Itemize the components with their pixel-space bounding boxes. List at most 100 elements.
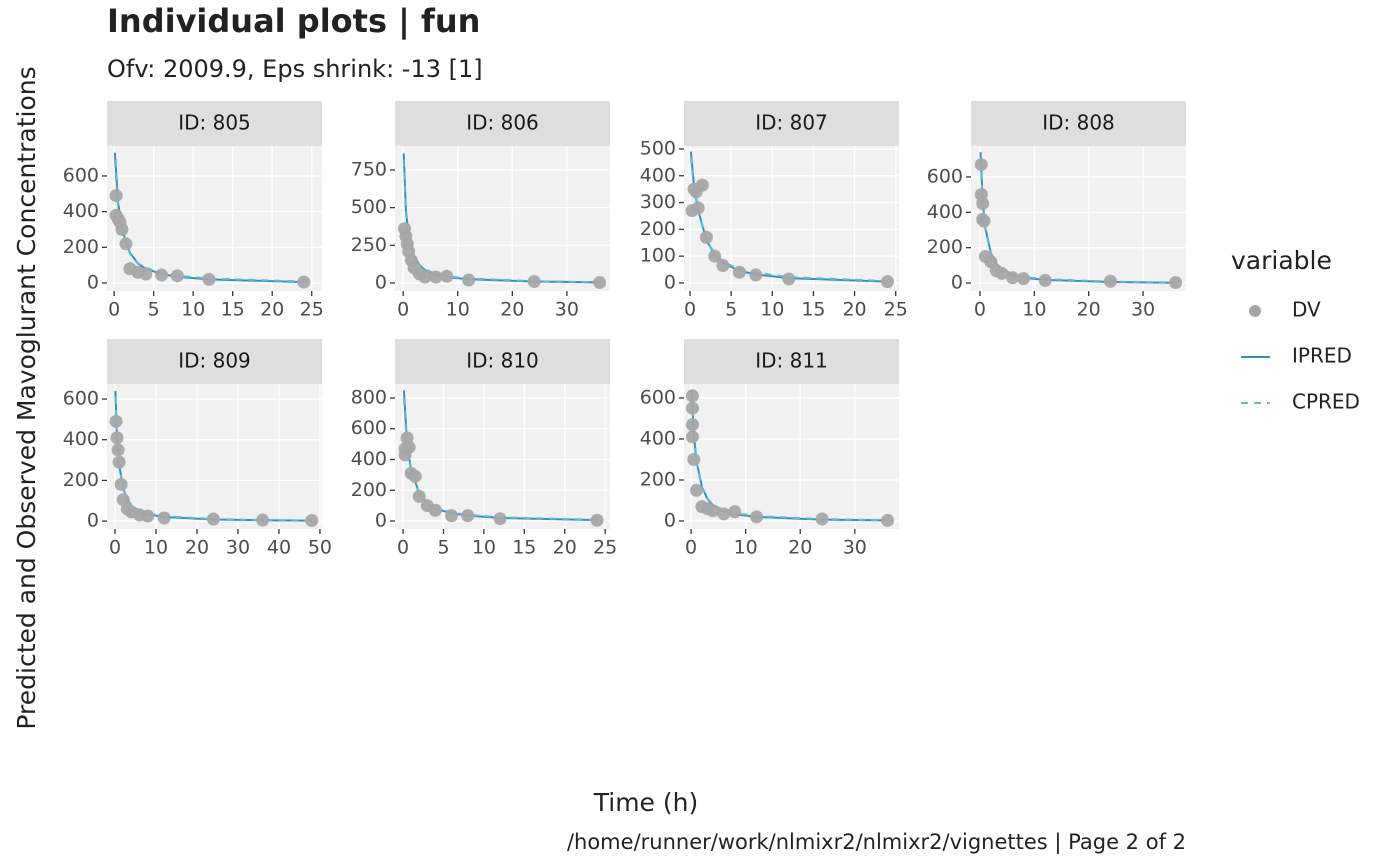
- dv-point: [440, 269, 454, 283]
- x-tick-label: 10: [181, 299, 205, 321]
- dv-point: [115, 222, 129, 236]
- dv-point: [708, 249, 722, 263]
- x-tick-label: 30: [555, 299, 579, 321]
- x-tick-label: 0: [974, 299, 986, 321]
- panel: [971, 146, 1186, 291]
- dv-point: [1006, 271, 1020, 285]
- y-tick-label: 200: [351, 479, 387, 501]
- dv-point: [716, 259, 730, 273]
- dv-point: [141, 509, 155, 523]
- dv-point: [815, 512, 829, 526]
- y-tick-label: 400: [63, 428, 99, 450]
- dv-point: [685, 418, 699, 432]
- dv-point: [728, 505, 742, 519]
- y-tick-label: 200: [927, 236, 963, 258]
- strip: [395, 339, 610, 384]
- dv-point: [462, 273, 476, 287]
- dv-point: [976, 196, 990, 210]
- dv-point: [112, 455, 126, 469]
- dv-point: [699, 230, 713, 244]
- panel: [107, 384, 322, 529]
- y-tick-label: 200: [63, 469, 99, 491]
- y-tick-label: 500: [351, 196, 387, 218]
- y-tick-label: 300: [640, 191, 676, 213]
- x-tick-label: 10: [472, 537, 496, 559]
- strip: [107, 101, 322, 146]
- dv-point: [1169, 276, 1183, 290]
- y-tick-label: 0: [664, 510, 676, 532]
- dv-point: [408, 469, 422, 483]
- dv-point: [119, 237, 133, 251]
- x-tick-label: 40: [267, 537, 291, 559]
- x-tick-label: 20: [185, 537, 209, 559]
- y-tick-label: 0: [87, 510, 99, 532]
- strip-label: ID: 805: [178, 111, 251, 135]
- x-tick-label: 30: [226, 537, 250, 559]
- x-tick-label: 5: [437, 537, 449, 559]
- panel: [684, 146, 899, 291]
- dv-point: [493, 512, 507, 526]
- x-tick-label: 10: [1022, 299, 1046, 321]
- y-tick-label: 400: [351, 448, 387, 470]
- legend-label: DV: [1292, 298, 1321, 322]
- x-tick-label: 15: [221, 299, 245, 321]
- x-tick-label: 10: [144, 537, 168, 559]
- dv-point: [1103, 274, 1117, 288]
- dv-point: [695, 178, 709, 192]
- y-tick-label: 100: [640, 245, 676, 267]
- legend-key: [1249, 305, 1261, 317]
- strip-label: ID: 806: [466, 111, 539, 135]
- y-tick-label: 200: [63, 236, 99, 258]
- x-tick-label: 0: [109, 537, 121, 559]
- x-tick-label: 25: [300, 299, 324, 321]
- dv-point: [685, 430, 699, 444]
- x-tick-label: 20: [260, 299, 284, 321]
- dv-point: [256, 513, 270, 527]
- y-tick-label: 600: [63, 164, 99, 186]
- x-tick-label: 50: [308, 537, 332, 559]
- dv-point: [110, 431, 124, 445]
- title: Individual plots | fun: [107, 2, 480, 41]
- legend-label: CPRED: [1292, 390, 1360, 414]
- dv-point: [685, 401, 699, 415]
- dv-point: [995, 266, 1009, 280]
- y-tick-label: 600: [640, 386, 676, 408]
- dv-point: [717, 507, 731, 521]
- x-tick-label: 10: [760, 299, 784, 321]
- y-tick-label: 0: [375, 510, 387, 532]
- x-tick-label: 20: [842, 299, 866, 321]
- x-tick-label: 20: [1077, 299, 1101, 321]
- dv-point: [782, 272, 796, 286]
- dv-point: [685, 389, 699, 403]
- x-tick-label: 5: [725, 299, 737, 321]
- x-tick-label: 15: [801, 299, 825, 321]
- x-tick-label: 30: [1131, 299, 1155, 321]
- dv-point: [109, 414, 123, 428]
- x-axis-label: Time (h): [593, 788, 698, 817]
- dv-point: [977, 214, 991, 228]
- dv-point: [732, 265, 746, 279]
- y-tick-label: 400: [640, 164, 676, 186]
- y-tick-label: 800: [351, 386, 387, 408]
- y-tick-label: 0: [87, 271, 99, 293]
- y-tick-label: 250: [351, 234, 387, 256]
- y-tick-label: 400: [63, 200, 99, 222]
- strip-label: ID: 808: [1042, 111, 1115, 135]
- dv-point: [155, 268, 169, 282]
- x-tick-label: 0: [108, 299, 120, 321]
- dv-point: [109, 189, 123, 203]
- dv-point: [139, 267, 153, 281]
- dv-point: [202, 272, 216, 286]
- dv-point: [206, 512, 220, 526]
- x-tick-label: 5: [148, 299, 160, 321]
- y-axis-label: Predicted and Observed Mavoglurant Conce…: [12, 66, 41, 729]
- strip: [684, 339, 899, 384]
- dv-point: [461, 509, 475, 523]
- dv-point: [880, 275, 894, 289]
- subtitle: Ofv: 2009.9, Eps shrink: -13 [1]: [107, 55, 483, 83]
- dv-point: [749, 268, 763, 282]
- dv-point: [691, 201, 705, 215]
- x-tick-label: 15: [512, 537, 536, 559]
- y-tick-label: 750: [351, 158, 387, 180]
- x-tick-label: 0: [684, 299, 696, 321]
